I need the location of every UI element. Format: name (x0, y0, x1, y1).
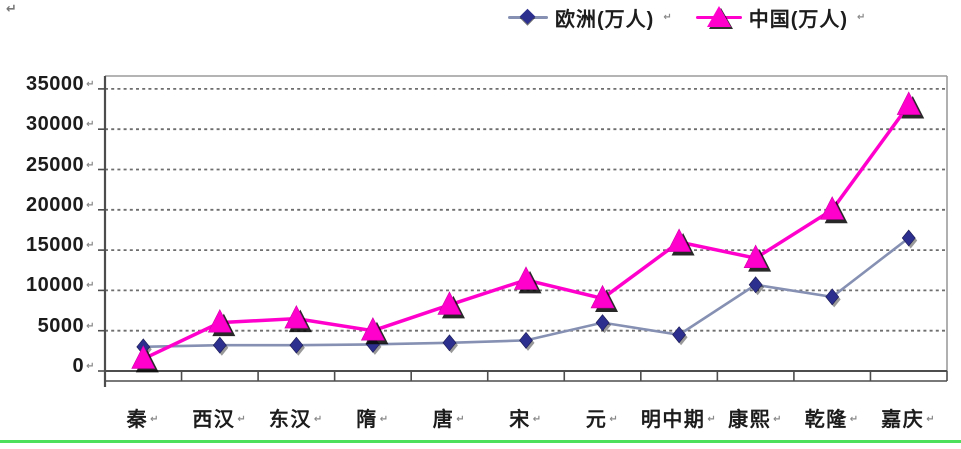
legend-item-china: 中国(万人) ↵ (695, 3, 866, 32)
europe-data-point-marker (825, 288, 840, 306)
europe-data-point-marker (442, 334, 457, 352)
china-data-point-marker (284, 304, 309, 329)
legend-item-europe: 欧洲(万人) ↵ (508, 3, 672, 32)
europe-diamond-marker-icon (508, 5, 548, 31)
china-series-line (142, 103, 911, 361)
china-data-point-marker (207, 308, 232, 333)
y-axis-label: 0 ↵ (72, 355, 95, 377)
x-axis-label: 明中期 ↵ (640, 409, 718, 431)
x-axis-label: 嘉庆 ↵ (881, 409, 937, 431)
return-mark: ↵ (86, 159, 95, 171)
x-axis-label: 元 ↵ (585, 409, 620, 431)
x-axis-label: 东汉 ↵ (268, 409, 324, 431)
return-mark: ↵ (379, 414, 390, 425)
return-mark: ↵ (849, 414, 860, 425)
x-axis-label: 隋 ↵ (356, 409, 390, 431)
return-mark: ↵ (532, 414, 543, 425)
return-mark: ↵ (86, 361, 95, 372)
x-axis-label: 秦 ↵ (126, 409, 160, 431)
return-mark: ↵ (86, 199, 95, 211)
y-axis-label: 10000 ↵ (25, 274, 95, 297)
return-mark: ↵ (86, 280, 95, 292)
x-axis-label: 康熙 ↵ (728, 409, 784, 431)
y-axis-label: 5000 ↵ (37, 314, 95, 337)
return-mark: ↵ (926, 414, 937, 425)
china-data-point-marker (437, 291, 462, 315)
europe-data-point-marker (212, 336, 227, 354)
china-data-point-marker (743, 244, 768, 268)
return-mark: ↵ (857, 12, 866, 23)
europe-data-point-marker (289, 336, 304, 354)
china-triangle-marker-icon (695, 5, 742, 31)
legend-label-europe: 欧洲(万人) (555, 9, 655, 31)
china-data-point-marker (896, 91, 921, 115)
return-mark: ↵ (707, 414, 718, 425)
y-axis-label: 35000 ↵ (25, 72, 95, 95)
triangle-icon (706, 5, 731, 27)
x-axis-label: 乾隆 ↵ (804, 409, 860, 431)
china-data-point-marker (590, 284, 615, 309)
china-data-point-marker (360, 317, 385, 341)
x-axis-label: 宋 ↵ (509, 409, 543, 431)
y-axis-label: 30000 ↵ (25, 113, 95, 136)
bottom-green-rule (0, 440, 961, 443)
return-mark: ↵ (237, 414, 248, 425)
legend-label-china: 中国(万人) (748, 9, 849, 31)
china-data-point-marker (820, 196, 845, 220)
return-mark: ↵ (773, 414, 784, 425)
return-mark: ↵ (86, 320, 95, 332)
return-mark: ↵ (150, 414, 160, 425)
return-mark: ↵ (456, 414, 467, 425)
europe-data-point-marker (901, 229, 916, 247)
europe-data-point-marker (748, 276, 763, 294)
y-axis-label: 15000 ↵ (25, 234, 95, 257)
europe-data-point-marker (672, 326, 686, 344)
return-mark: ↵ (663, 12, 672, 23)
return-mark: ↵ (86, 240, 95, 252)
return-mark: ↵ (86, 78, 95, 90)
return-mark: ↵ (86, 119, 95, 131)
europe-data-point-marker (519, 331, 533, 349)
europe-data-point-marker (595, 314, 610, 332)
chart-legend: 欧洲(万人) ↵ 中国(万人) ↵ (508, 3, 865, 32)
y-axis-label: 20000 ↵ (25, 193, 95, 216)
x-axis-label: 西汉 ↵ (192, 409, 248, 431)
return-mark: ↵ (313, 414, 324, 425)
china-data-point-marker (667, 228, 692, 252)
paragraph-mark: ↵ (6, 1, 17, 16)
x-axis-label: 唐 ↵ (432, 409, 467, 431)
china-data-point-marker (514, 266, 538, 290)
y-axis-label: 25000 ↵ (25, 153, 95, 176)
return-mark: ↵ (609, 414, 620, 425)
china-data-point-marker (131, 345, 156, 369)
